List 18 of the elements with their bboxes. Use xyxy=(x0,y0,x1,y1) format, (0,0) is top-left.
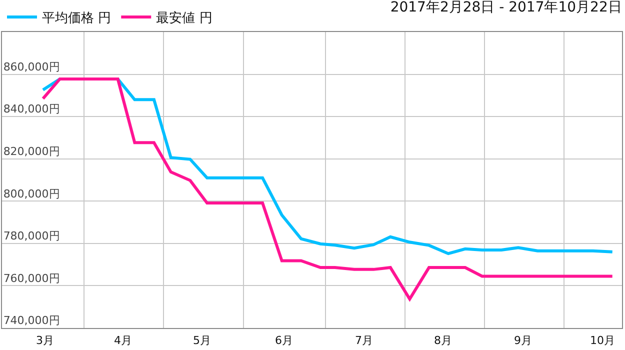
x-tick-label: 3月 xyxy=(36,334,54,347)
x-tick-label: 6月 xyxy=(275,334,293,347)
y-tick-label: 760,000円 xyxy=(3,272,60,285)
x-tick-label: 9月 xyxy=(514,334,532,347)
y-tick-label: 820,000円 xyxy=(3,145,60,158)
y-tick-label: 840,000円 xyxy=(3,102,60,116)
x-tick-label: 5月 xyxy=(193,334,211,347)
x-tick-label: 4月 xyxy=(114,334,132,347)
chart-title: 2017年2月28日 - 2017年10月22日 xyxy=(390,0,622,16)
y-tick-label: 860,000円 xyxy=(3,60,60,74)
legend-label: 平均価格 円 xyxy=(42,11,112,26)
x-tick-label: 10月 xyxy=(590,334,615,347)
legend-label: 最安値 円 xyxy=(156,10,212,26)
y-tick-label: 780,000円 xyxy=(3,230,60,243)
x-tick-label: 8月 xyxy=(434,334,452,347)
x-tick-label: 7月 xyxy=(355,334,373,347)
y-tick-label: 800,000円 xyxy=(3,187,60,200)
y-tick-label: 740,000円 xyxy=(3,314,60,328)
